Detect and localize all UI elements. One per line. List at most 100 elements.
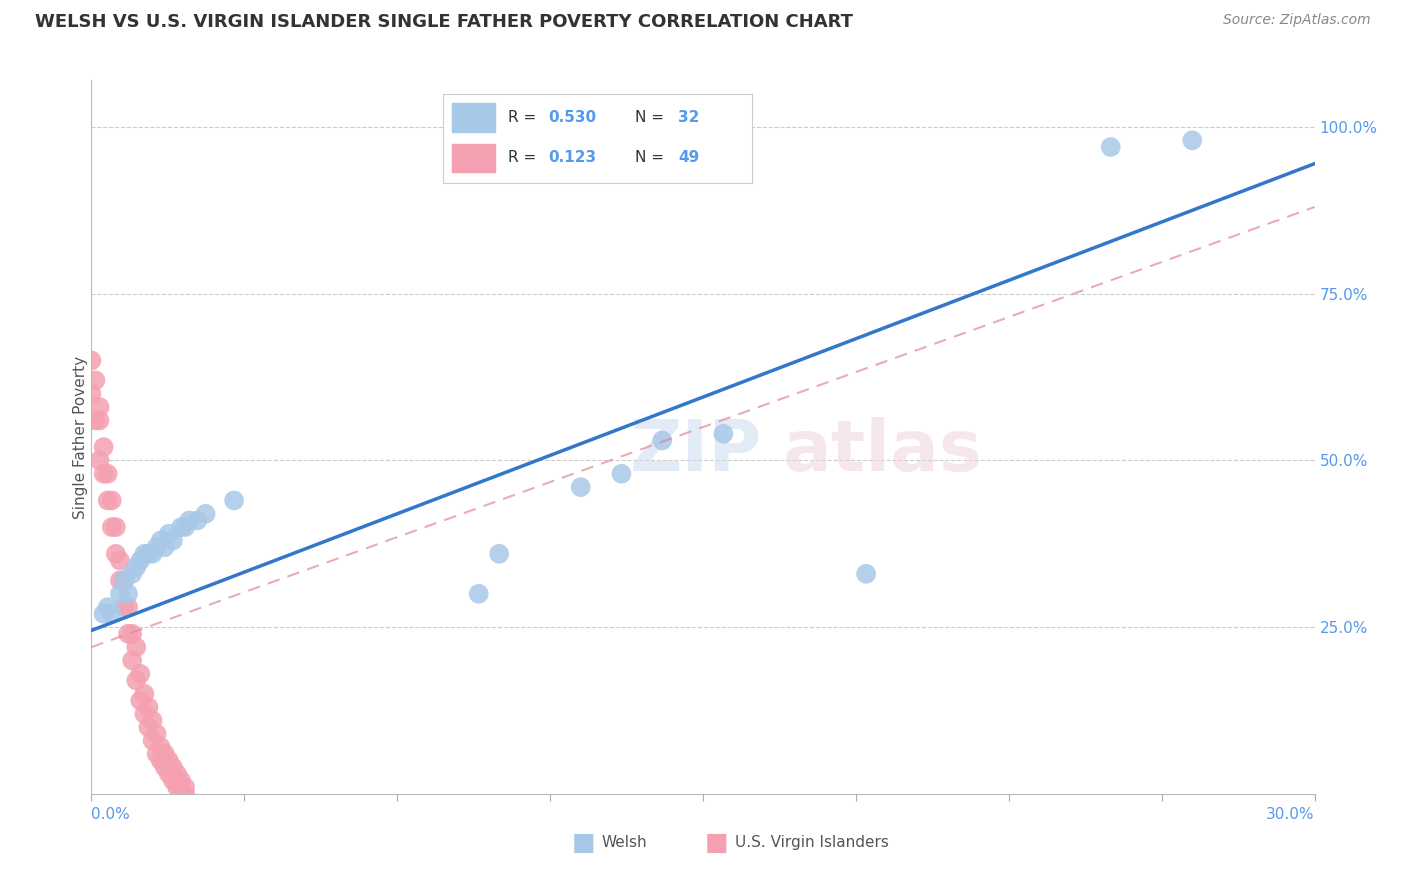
Point [129,553,152,567]
Point [93,607,115,621]
Point [97,600,120,615]
Point [174,520,197,534]
Point [117,627,139,641]
Point [134,547,156,561]
Point [121,653,143,667]
Point [651,434,673,448]
Point [1181,133,1204,147]
Point [89,413,111,427]
Point [138,547,160,561]
Point [170,520,193,534]
Point [194,507,217,521]
Text: ■: ■ [706,831,728,855]
Point [129,693,152,707]
Point [93,440,115,454]
Point [179,513,201,527]
Point [174,787,197,801]
Point [1099,140,1122,154]
Point [104,520,127,534]
Point [149,740,172,755]
Point [145,540,167,554]
Text: 30.0%: 30.0% [1267,807,1315,822]
Point [222,493,246,508]
Point [134,706,156,721]
Text: N =: N = [634,111,668,125]
Point [112,600,135,615]
Text: 0.123: 0.123 [548,151,596,165]
Point [162,773,184,788]
Point [121,627,143,641]
FancyBboxPatch shape [453,144,495,172]
Text: atlas: atlas [783,417,983,486]
Point [711,426,734,441]
Text: N =: N = [634,151,668,165]
Text: Welsh: Welsh [602,836,647,850]
Text: R =: R = [508,151,541,165]
Point [141,733,163,747]
Point [170,787,193,801]
Point [108,553,131,567]
Point [101,520,124,534]
Point [149,754,172,768]
Point [145,747,167,761]
Point [141,547,163,561]
Point [125,560,148,574]
Text: R =: R = [508,111,541,125]
Point [101,493,124,508]
Point [89,453,111,467]
Point [117,587,139,601]
Point [138,700,160,714]
Point [108,574,131,588]
Point [149,533,172,548]
Point [170,773,193,788]
Text: 0.530: 0.530 [548,111,596,125]
Point [101,607,124,621]
Point [89,400,111,414]
Point [141,714,163,728]
Point [174,780,197,795]
Point [162,760,184,774]
Point [97,467,120,481]
Point [93,467,115,481]
Point [153,760,176,774]
Point [112,574,135,588]
Point [855,566,877,581]
Point [145,727,167,741]
Point [84,413,107,427]
Point [157,767,180,781]
Point [162,533,184,548]
Point [121,566,143,581]
Point [80,353,103,368]
Point [125,640,148,655]
Point [112,574,135,588]
Text: 0.0%: 0.0% [91,807,131,822]
Point [104,547,127,561]
Text: 49: 49 [678,151,699,165]
Text: ■: ■ [572,831,595,855]
Point [488,547,510,561]
Point [97,493,120,508]
FancyBboxPatch shape [453,103,495,132]
Point [467,587,491,601]
Point [610,467,633,481]
Point [125,673,148,688]
Text: Source: ZipAtlas.com: Source: ZipAtlas.com [1223,13,1371,28]
Point [80,386,103,401]
Point [129,666,152,681]
Point [166,767,188,781]
Point [153,540,176,554]
Point [117,600,139,615]
Point [134,687,156,701]
Point [186,513,208,527]
Text: 32: 32 [678,111,699,125]
Y-axis label: Single Father Poverty: Single Father Poverty [73,356,87,518]
Point [166,780,188,795]
Point [153,747,176,761]
Text: ZIP: ZIP [630,417,762,486]
Text: U.S. Virgin Islanders: U.S. Virgin Islanders [735,836,889,850]
Point [569,480,592,494]
Point [108,587,131,601]
Point [84,373,107,387]
Point [157,526,180,541]
Text: WELSH VS U.S. VIRGIN ISLANDER SINGLE FATHER POVERTY CORRELATION CHART: WELSH VS U.S. VIRGIN ISLANDER SINGLE FAT… [35,13,853,31]
